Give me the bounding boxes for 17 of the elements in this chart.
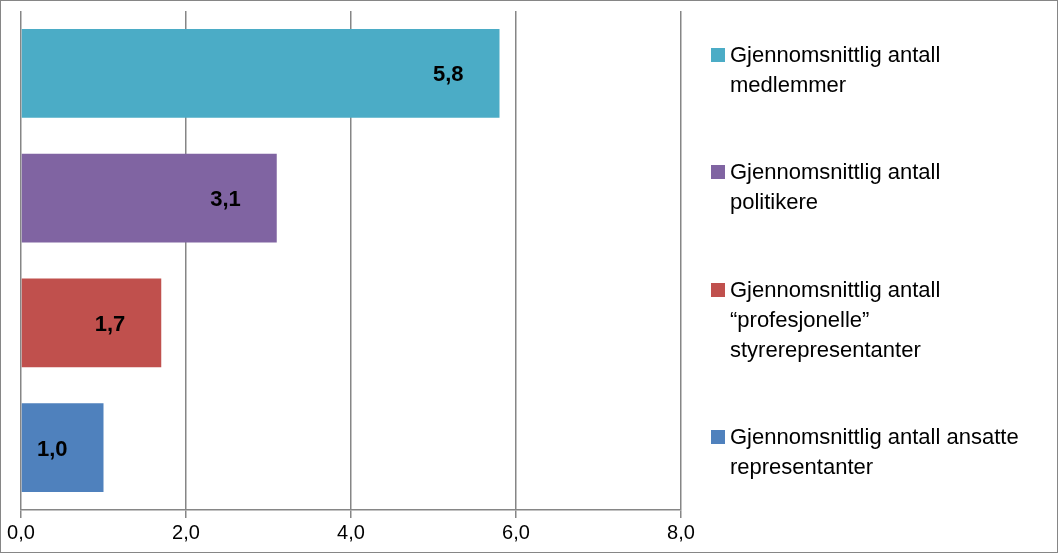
x-tick-label: 6,0 [502, 520, 530, 543]
x-tick-label: 2,0 [172, 520, 200, 543]
data-label: 3,1 [210, 186, 241, 212]
legend-label: Gjennomsnittlig antall medlemmer [730, 40, 942, 99]
data-label: 5,8 [432, 61, 464, 87]
data-label: 1,0 [36, 435, 68, 461]
bar [21, 278, 162, 368]
x-tick-label: 4,0 [337, 520, 365, 543]
legend-label: Gjennomsnittlig antall “profesjonelle” styrerepresentanter [730, 275, 942, 364]
bar [21, 403, 104, 492]
data-label: 1,7 [94, 310, 126, 336]
legend-label: Gjennomsnittlig antall ansatte representanter [730, 423, 1020, 482]
bar [21, 29, 500, 118]
bar [21, 153, 277, 243]
x-tick-label: 0,0 [7, 520, 35, 543]
legend-label: Gjennomsnittlig antall politikere [730, 158, 942, 217]
x-tick-label: 8,0 [667, 520, 695, 543]
